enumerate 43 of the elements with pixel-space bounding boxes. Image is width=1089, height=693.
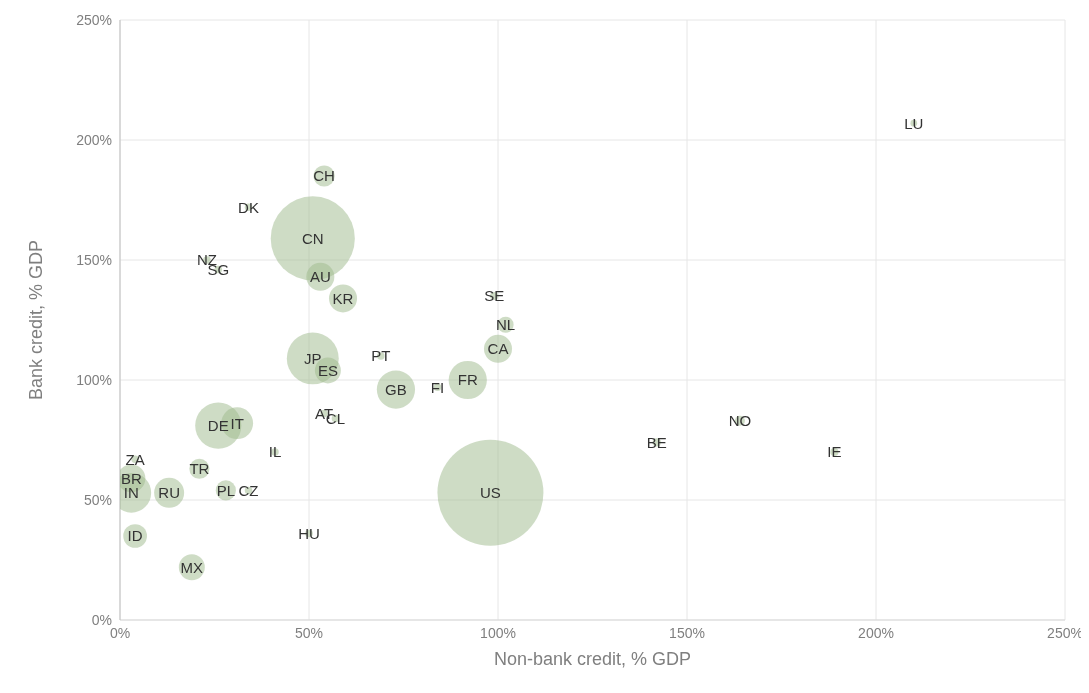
x-tick-label: 0% [109, 624, 131, 641]
series-label: CZ [238, 481, 259, 499]
x-tick-label: 50% [294, 624, 324, 641]
series-label: SE [484, 287, 505, 305]
series-label: US [480, 484, 501, 502]
series-label: IE [827, 443, 842, 461]
series-label: FR [457, 371, 478, 389]
series-label: CN [301, 229, 324, 247]
series-label: FI [430, 378, 445, 396]
series-label: TR [189, 460, 210, 478]
series-label: NL [495, 316, 516, 334]
series-label: AU [309, 268, 331, 286]
x-tick-label: 150% [669, 624, 705, 641]
y-axis-title: Bank credit, % GDP [26, 239, 47, 401]
series-label: ID [127, 527, 143, 545]
series-label: IL [268, 443, 282, 461]
series-label: MX [180, 558, 204, 576]
series-label: HU [298, 524, 320, 542]
series-label: PT [371, 347, 391, 365]
series-label: IN [123, 484, 139, 502]
y-tick-label: 200% [76, 131, 112, 148]
series-label: KR [332, 289, 354, 307]
y-tick-label: 50% [83, 491, 112, 508]
series-label: IT [230, 414, 244, 432]
series-label: BR [120, 469, 142, 487]
y-tick-label: 100% [76, 371, 112, 388]
series-label: CA [487, 340, 509, 358]
series-label: PL [216, 481, 236, 499]
y-tick-label: 250% [76, 11, 112, 28]
series-label: NO [728, 412, 752, 430]
y-tick-label: 150% [76, 251, 112, 268]
series-label: RU [158, 484, 180, 502]
series-label: ZA [125, 450, 145, 468]
series-label: DE [207, 416, 229, 434]
x-axis-title: Non-bank credit, % GDP [493, 649, 692, 669]
x-tick-label: 100% [480, 624, 516, 641]
series-label: BE [646, 433, 667, 451]
series-label: CH [313, 167, 335, 185]
x-tick-label: 200% [858, 624, 894, 641]
y-tick-label: 0% [91, 611, 112, 628]
series-label: LU [904, 114, 924, 132]
series-label: GB [385, 380, 407, 398]
series-label: DK [238, 198, 259, 216]
